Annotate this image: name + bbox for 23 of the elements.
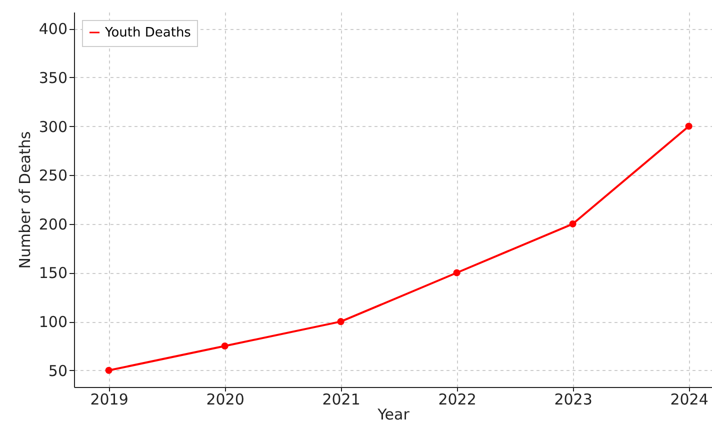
x-tick-label: 2019 xyxy=(90,390,128,408)
y-tick-label: 250 xyxy=(38,166,68,185)
y-tick-label: 50 xyxy=(48,362,68,380)
point xyxy=(685,122,692,130)
legend-label: Youth Deaths xyxy=(104,26,192,40)
y-tick-label: 150 xyxy=(38,264,68,282)
y-axis-title: Number of Deaths xyxy=(16,131,34,269)
x-tick-label: 2023 xyxy=(554,390,592,408)
point xyxy=(337,318,344,326)
y-tick-label: 100 xyxy=(38,313,68,332)
x-axis-title: Year xyxy=(376,406,410,424)
y-tick-label: 200 xyxy=(38,215,68,234)
point xyxy=(453,269,460,276)
x-tick-label: 2021 xyxy=(322,390,360,408)
y-tick-label: 400 xyxy=(38,20,68,38)
x-tick-label: 2024 xyxy=(670,390,708,408)
x-tick-label: 2020 xyxy=(206,390,244,408)
x-tick-label: 2022 xyxy=(438,390,476,408)
point xyxy=(569,220,576,228)
point xyxy=(105,366,112,374)
y-tick-label: 300 xyxy=(38,118,68,136)
point xyxy=(221,342,228,350)
y-tick-label: 350 xyxy=(38,68,68,87)
